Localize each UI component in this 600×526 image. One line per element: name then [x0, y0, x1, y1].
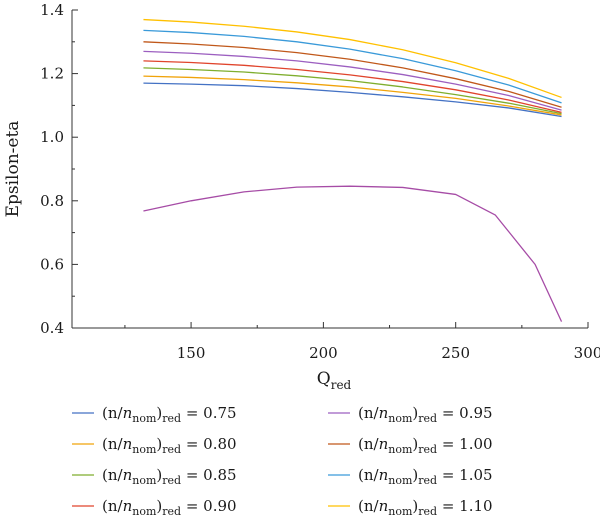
legend-n: n [123, 404, 133, 422]
legend-nom-subscript: nom [388, 505, 413, 518]
plot-area [143, 18, 563, 322]
series-line [143, 18, 562, 99]
legend-prefix: (n/ [358, 435, 380, 453]
legend-equals: = [437, 497, 459, 515]
legend-red-subscript: red [418, 474, 437, 487]
legend-n: n [379, 466, 389, 484]
legend: (n/nnom)red = 0.75(n/nnom)red = 0.80(n/n… [72, 404, 493, 518]
legend-nom-subscript: nom [132, 443, 157, 456]
x-tick-label: 300 [574, 344, 600, 362]
legend-red-subscript: red [418, 412, 437, 425]
legend-nom-subscript: nom [388, 412, 413, 425]
x-axis-title-subscript: red [331, 378, 352, 392]
axes: 0.4 0.6 0.8 1.0 1.2 1.4 150 200 250 300 Epsilon-et… [3, 1, 600, 392]
legend-value: 1.10 [459, 497, 492, 515]
series-line [143, 41, 562, 108]
legend-n: n [379, 497, 389, 515]
legend-prefix: (n/ [102, 466, 124, 484]
y-tick-label: 1.0 [40, 128, 64, 146]
legend-close: ) [156, 497, 162, 515]
legend-prefix: (n/ [358, 497, 380, 515]
legend-value: 0.80 [203, 435, 236, 453]
legend-equals: = [437, 404, 459, 422]
y-tick-label: 1.2 [40, 65, 64, 83]
legend-label: (n/nnom)red = 0.85 [102, 466, 237, 487]
legend-nom-subscript: nom [388, 474, 413, 487]
legend-prefix: (n/ [102, 435, 124, 453]
legend-label: (n/nnom)red = 0.95 [358, 404, 493, 425]
legend-equals: = [181, 466, 203, 484]
legend-value: 0.90 [203, 497, 236, 515]
legend-label: (n/nnom)red = 0.80 [102, 435, 237, 456]
legend-prefix: (n/ [102, 497, 124, 515]
legend-n: n [123, 435, 133, 453]
legend-nom-subscript: nom [132, 474, 157, 487]
legend-equals: = [181, 497, 203, 515]
legend-equals: = [181, 435, 203, 453]
legend-close: ) [412, 497, 418, 515]
legend-n: n [379, 435, 389, 453]
legend-n: n [379, 404, 389, 422]
legend-prefix: (n/ [358, 404, 380, 422]
series-line [143, 50, 562, 111]
legend-equals: = [437, 466, 459, 484]
x-axis-title: Qred [317, 369, 352, 392]
legend-value: 0.85 [203, 466, 236, 484]
legend-red-subscript: red [418, 443, 437, 456]
y-tick-label: 0.6 [40, 255, 64, 273]
legend-close: ) [412, 404, 418, 422]
legend-close: ) [156, 466, 162, 484]
legend-nom-subscript: nom [388, 443, 413, 456]
x-tick-label: 250 [441, 344, 470, 362]
legend-label: (n/nnom)red = 1.00 [358, 435, 493, 456]
series-line [143, 75, 562, 116]
legend-prefix: (n/ [102, 404, 124, 422]
series-line [143, 67, 562, 115]
legend-value: 1.00 [459, 435, 492, 453]
y-axis-title: Epsilon-eta [3, 121, 23, 218]
x-tick-label: 200 [309, 344, 338, 362]
y-tick-label: 1.4 [40, 1, 64, 19]
legend-label: (n/nnom)red = 0.75 [102, 404, 237, 425]
legend-value: 0.95 [459, 404, 492, 422]
legend-red-subscript: red [162, 443, 181, 456]
legend-red-subscript: red [418, 505, 437, 518]
legend-red-subscript: red [162, 412, 181, 425]
legend-equals: = [437, 435, 459, 453]
x-tick-label: 150 [177, 344, 206, 362]
legend-nom-subscript: nom [132, 412, 157, 425]
series-line [143, 60, 562, 114]
legend-value: 0.75 [203, 404, 236, 422]
series-line [143, 29, 562, 104]
legend-close: ) [156, 404, 162, 422]
legend-label: (n/nnom)red = 1.05 [358, 466, 493, 487]
legend-value: 1.05 [459, 466, 492, 484]
legend-close: ) [412, 466, 418, 484]
legend-close: ) [412, 435, 418, 453]
legend-equals: = [181, 404, 203, 422]
legend-nom-subscript: nom [132, 505, 157, 518]
legend-n: n [123, 497, 133, 515]
legend-prefix: (n/ [358, 466, 380, 484]
legend-label: (n/nnom)red = 1.10 [358, 497, 493, 518]
x-axis-title-main: Q [317, 369, 331, 389]
series-line [143, 185, 563, 322]
series-line [143, 82, 562, 118]
legend-label: (n/nnom)red = 0.90 [102, 497, 237, 518]
legend-red-subscript: red [162, 505, 181, 518]
legend-n: n [123, 466, 133, 484]
legend-red-subscript: red [162, 474, 181, 487]
legend-close: ) [156, 435, 162, 453]
y-tick-label: 0.4 [40, 319, 64, 337]
y-tick-label: 0.8 [40, 192, 64, 210]
